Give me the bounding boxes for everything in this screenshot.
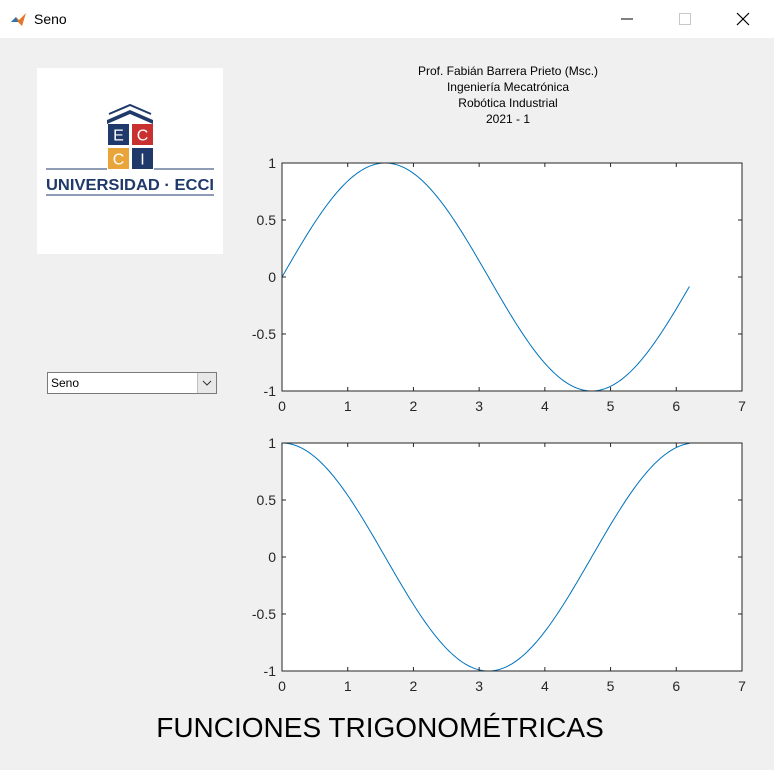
y-tick-label: 0 [268, 269, 276, 285]
dropdown-arrow-button[interactable] [197, 373, 216, 393]
x-tick-label: 0 [278, 398, 286, 414]
x-tick-label: 2 [410, 398, 418, 414]
x-tick-label: 2 [410, 678, 418, 694]
close-icon [736, 12, 750, 26]
minimize-button[interactable] [598, 0, 656, 38]
maximize-icon [679, 13, 691, 25]
sine-plot[interactable]: 0 1 2 3 4 5 6 7 1 0.5 0 -0.5 -1 [230, 150, 774, 420]
y-tick-label: 1 [268, 435, 276, 451]
y-tick-label: 0.5 [257, 492, 277, 508]
university-logo: E C C I UNIVERSIDAD · ECCI [37, 68, 223, 254]
x-tick-label: 4 [541, 678, 549, 694]
y-tick-label: 0 [268, 549, 276, 565]
y-tick-label: -0.5 [252, 606, 276, 622]
x-tick-label: 5 [607, 678, 615, 694]
x-tick-label: 1 [344, 398, 352, 414]
y-tick-label: 1 [268, 155, 276, 171]
x-tick-label: 7 [738, 678, 746, 694]
logo-letter-c1: C [137, 128, 149, 145]
x-tick-label: 3 [475, 398, 483, 414]
close-button[interactable] [714, 0, 772, 38]
cosine-plot[interactable]: 0 1 2 3 4 5 6 7 1 0.5 0 -0.5 -1 [230, 430, 774, 700]
window-title: Seno [34, 11, 67, 27]
logo-letter-c2: C [113, 152, 125, 169]
y-tick-label: 0.5 [257, 212, 277, 228]
plot-area [282, 163, 742, 391]
header-line-period: 2021 - 1 [485, 112, 531, 126]
y-tick-label: -0.5 [252, 326, 276, 342]
matlab-icon [11, 13, 26, 26]
x-tick-label: 3 [475, 678, 483, 694]
chevron-down-icon [202, 380, 212, 386]
x-tick-label: 5 [607, 398, 615, 414]
x-tick-label: 6 [672, 398, 680, 414]
y-tick-label: -1 [264, 383, 277, 399]
logo-letter-i: I [140, 152, 144, 169]
function-select-value: Seno [51, 376, 80, 390]
sin-series-line [281, 162, 690, 392]
x-tick-label: 6 [672, 678, 680, 694]
x-tick-label: 1 [344, 678, 352, 694]
header-line-program: Ingeniería Mecatrónica [446, 80, 570, 94]
x-tick-label: 4 [541, 398, 549, 414]
x-tick-label: 0 [278, 678, 286, 694]
header-text: Prof. Fabián Barrera Prieto (Msc.) Ingen… [358, 63, 658, 127]
footer-title: FUNCIONES TRIGONOMÉTRICAS [156, 712, 604, 743]
x-tick-label: 7 [738, 398, 746, 414]
logo-graphic: E C C I UNIVERSIDAD · ECCI [46, 103, 214, 196]
logo-letter-e: E [113, 128, 124, 145]
logo-text: UNIVERSIDAD · ECCI [46, 177, 214, 194]
function-select[interactable]: Seno [47, 372, 217, 394]
maximize-button[interactable] [656, 0, 714, 38]
plot-area [282, 443, 742, 671]
header-line-professor: Prof. Fabián Barrera Prieto (Msc.) [417, 64, 599, 78]
title-bar: Seno [0, 0, 774, 38]
header-line-course: Robótica Industrial [458, 96, 558, 110]
minimize-icon [621, 18, 633, 20]
y-tick-label: -1 [264, 663, 277, 679]
